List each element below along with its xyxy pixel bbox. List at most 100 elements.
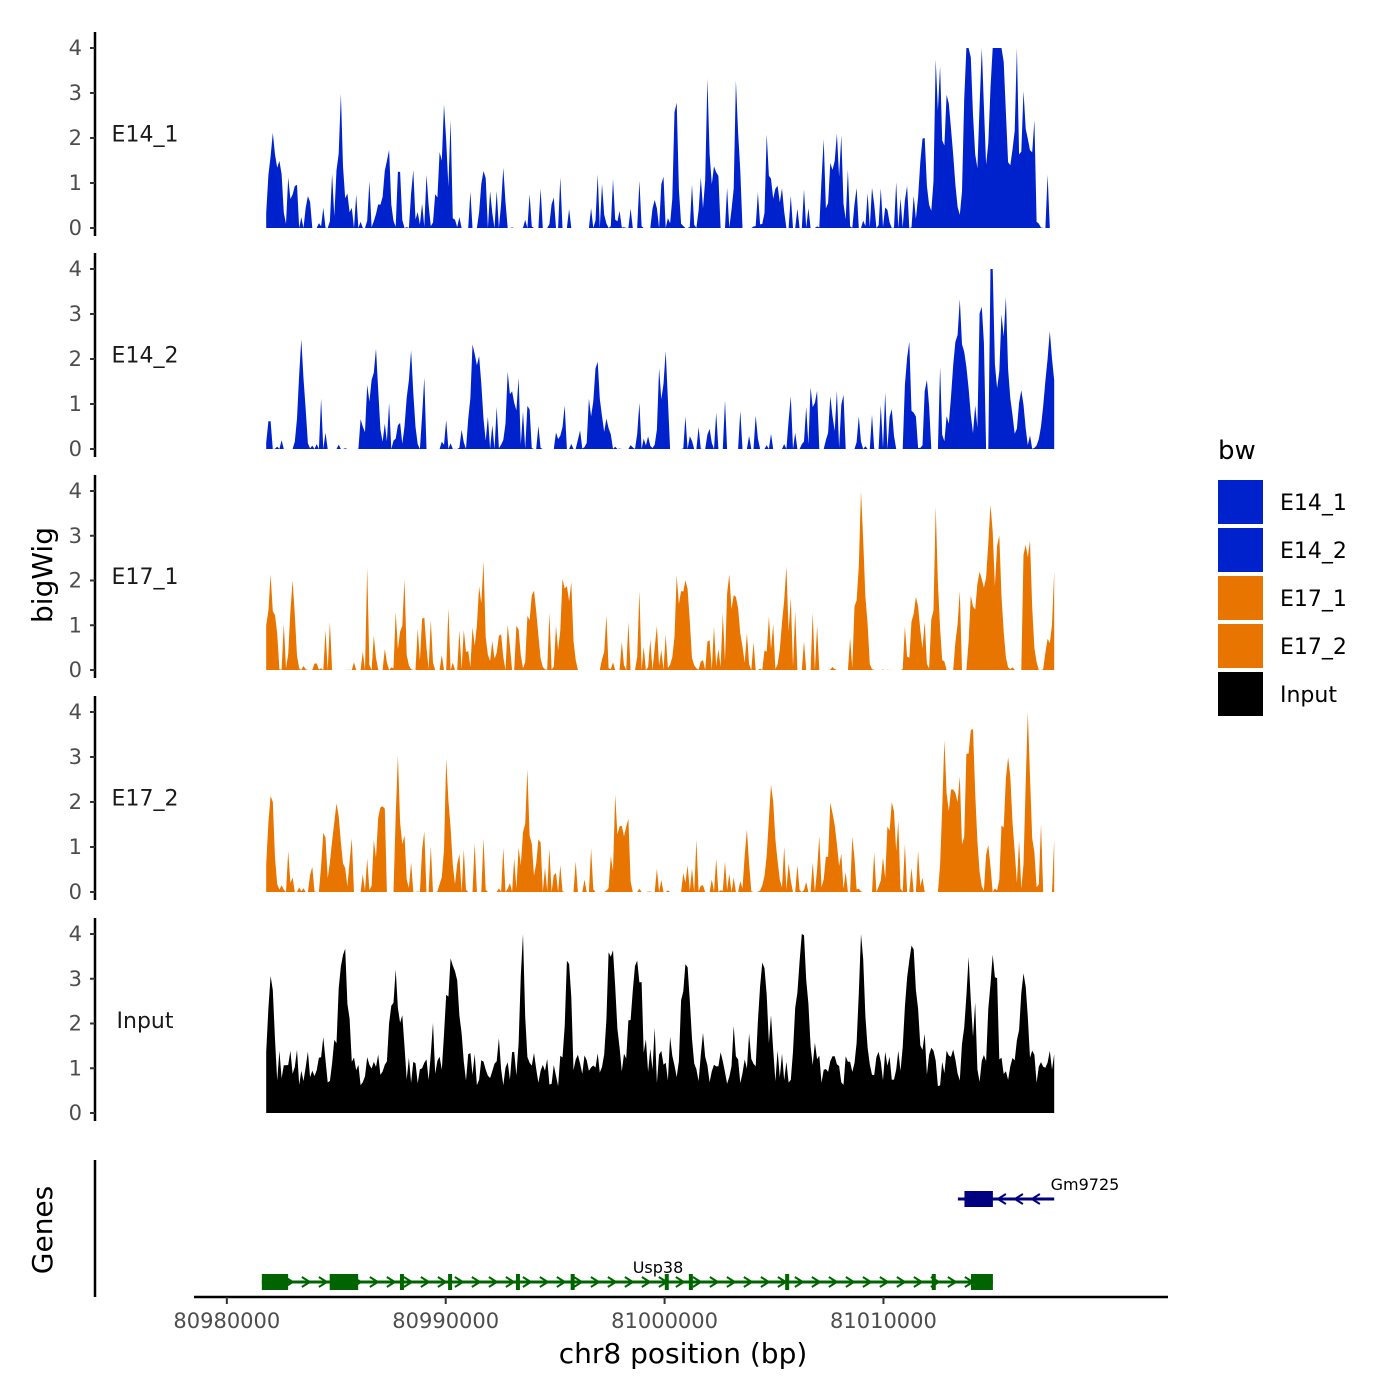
- minor-exon: [931, 1274, 936, 1290]
- x-tick-label: 81000000: [611, 1309, 718, 1333]
- gene-label: Gm9725: [1051, 1175, 1120, 1194]
- y-tick-label: 1: [69, 1056, 82, 1080]
- y-tick-label: 3: [69, 745, 82, 769]
- track-label: E14_1: [112, 123, 179, 148]
- strand-arrow: [692, 1276, 703, 1288]
- minor-exon: [448, 1274, 453, 1290]
- legend-swatch-e17_2: [1218, 624, 1263, 668]
- strand-arrow: [811, 1276, 822, 1288]
- strand-arrow: [794, 1276, 805, 1288]
- y-tick-label: 0: [69, 880, 82, 904]
- y-tick-label: 3: [69, 524, 82, 548]
- track-label: E14_2: [112, 344, 179, 369]
- strand-arrow: [318, 1276, 329, 1288]
- area-e17_2: [266, 712, 1055, 892]
- genes-panel: Genes Usp38 Gm9725: [26, 1160, 1119, 1297]
- strand-arrow: [607, 1276, 618, 1288]
- legend-swatch-e14_2: [1218, 528, 1263, 572]
- x-axis-title: chr8 position (bp): [559, 1337, 808, 1370]
- minor-exon: [515, 1274, 520, 1290]
- exon: [329, 1274, 359, 1290]
- strand-arrow: [488, 1276, 499, 1288]
- strand-arrow: [896, 1276, 907, 1288]
- y-tick-label: 0: [69, 437, 82, 461]
- track-label: E17_2: [112, 787, 179, 812]
- y-tick-label: 4: [69, 479, 82, 503]
- y-tick-label: 3: [69, 967, 82, 991]
- strand-arrow: [301, 1276, 312, 1288]
- strand-arrow: [539, 1276, 550, 1288]
- legend-label-input: Input: [1280, 683, 1337, 708]
- strand-arrow: [624, 1276, 635, 1288]
- strand-arrow: [437, 1276, 448, 1288]
- minor-exon: [785, 1274, 790, 1290]
- gene-label: Usp38: [633, 1258, 684, 1277]
- strand-arrow: [471, 1276, 482, 1288]
- legend-label-e14_1: E14_1: [1280, 491, 1347, 516]
- strand-arrow: [828, 1276, 839, 1288]
- y-tick-label: 0: [69, 658, 82, 682]
- track-e14_1: 0 1 2 3 4 E14_1: [69, 32, 1055, 240]
- strand-arrow: [420, 1276, 431, 1288]
- strand-arrow: [386, 1276, 397, 1288]
- x-axis: 80980000 80990000 81000000 81010000: [173, 1295, 1168, 1333]
- y-tick-label: 4: [69, 257, 82, 281]
- strand-arrow: [556, 1276, 567, 1288]
- strand-arrow: [1029, 1193, 1041, 1205]
- legend-swatch-e17_1: [1218, 576, 1263, 620]
- y-tick-label: 1: [69, 835, 82, 859]
- strand-arrow: [913, 1276, 924, 1288]
- strand-arrow: [641, 1276, 652, 1288]
- minor-exon: [570, 1274, 575, 1290]
- x-tick-label: 80990000: [392, 1309, 499, 1333]
- y-tick-label: 4: [69, 36, 82, 60]
- strand-arrow: [862, 1276, 873, 1288]
- minor-exon: [664, 1274, 669, 1290]
- genes-axis-title: Genes: [26, 1186, 59, 1274]
- area-e14_2: [266, 269, 1055, 449]
- y-tick-label: 3: [69, 302, 82, 326]
- track-e17_1: 0 1 2 3 4 E17_1: [69, 475, 1055, 682]
- y-tick-label: 2: [69, 347, 82, 371]
- y-tick-label: 1: [69, 392, 82, 416]
- strand-arrow: [845, 1276, 856, 1288]
- legend-label-e17_2: E17_2: [1280, 635, 1347, 660]
- legend-label-e17_1: E17_1: [1280, 587, 1347, 612]
- y-tick-label: 1: [69, 613, 82, 637]
- y-tick-label: 2: [69, 1012, 82, 1036]
- y-axis-title: bigWig: [26, 527, 59, 623]
- exon: [261, 1274, 289, 1290]
- track-input: 0 1 2 3 4 Input: [69, 918, 1055, 1125]
- area-e14_1: [266, 48, 1055, 228]
- exon: [971, 1274, 993, 1290]
- y-tick-label: 0: [69, 1101, 82, 1125]
- y-tick-label: 3: [69, 81, 82, 105]
- strand-arrow: [675, 1276, 686, 1288]
- y-tick-label: 4: [69, 700, 82, 724]
- strand-arrow: [1012, 1193, 1024, 1205]
- legend-label-e14_2: E14_2: [1280, 539, 1347, 564]
- minor-exon: [399, 1274, 404, 1290]
- legend: bw E14_1 E14_2 E17_1 E17_2 Input: [1218, 436, 1347, 716]
- strand-arrow: [454, 1276, 465, 1288]
- strand-arrow: [743, 1276, 754, 1288]
- y-tick-label: 2: [69, 790, 82, 814]
- track-e17_2: 0 1 2 3 4 E17_2: [69, 696, 1055, 904]
- strand-arrow: [505, 1276, 516, 1288]
- y-tick-label: 2: [69, 569, 82, 593]
- tracks-panel: 0 1 2 3 4 E14_1 0 1 2 3 4 E14_2 0 1 2 3 4 E17_1 0 1 2 3 4 E17_2…: [69, 32, 1055, 1125]
- strand-arrow: [590, 1276, 601, 1288]
- y-tick-label: 1: [69, 171, 82, 195]
- strand-arrow: [522, 1276, 533, 1288]
- strand-arrow: [879, 1276, 890, 1288]
- track-label: E17_1: [112, 565, 179, 590]
- area-input: [266, 934, 1055, 1113]
- y-tick-label: 4: [69, 922, 82, 946]
- strand-arrow: [995, 1193, 1007, 1205]
- y-tick-label: 2: [69, 126, 82, 150]
- gene-gm9725: Gm9725: [957, 1175, 1120, 1207]
- strand-arrow: [573, 1276, 584, 1288]
- strand-arrow: [369, 1276, 380, 1288]
- strand-arrow: [760, 1276, 771, 1288]
